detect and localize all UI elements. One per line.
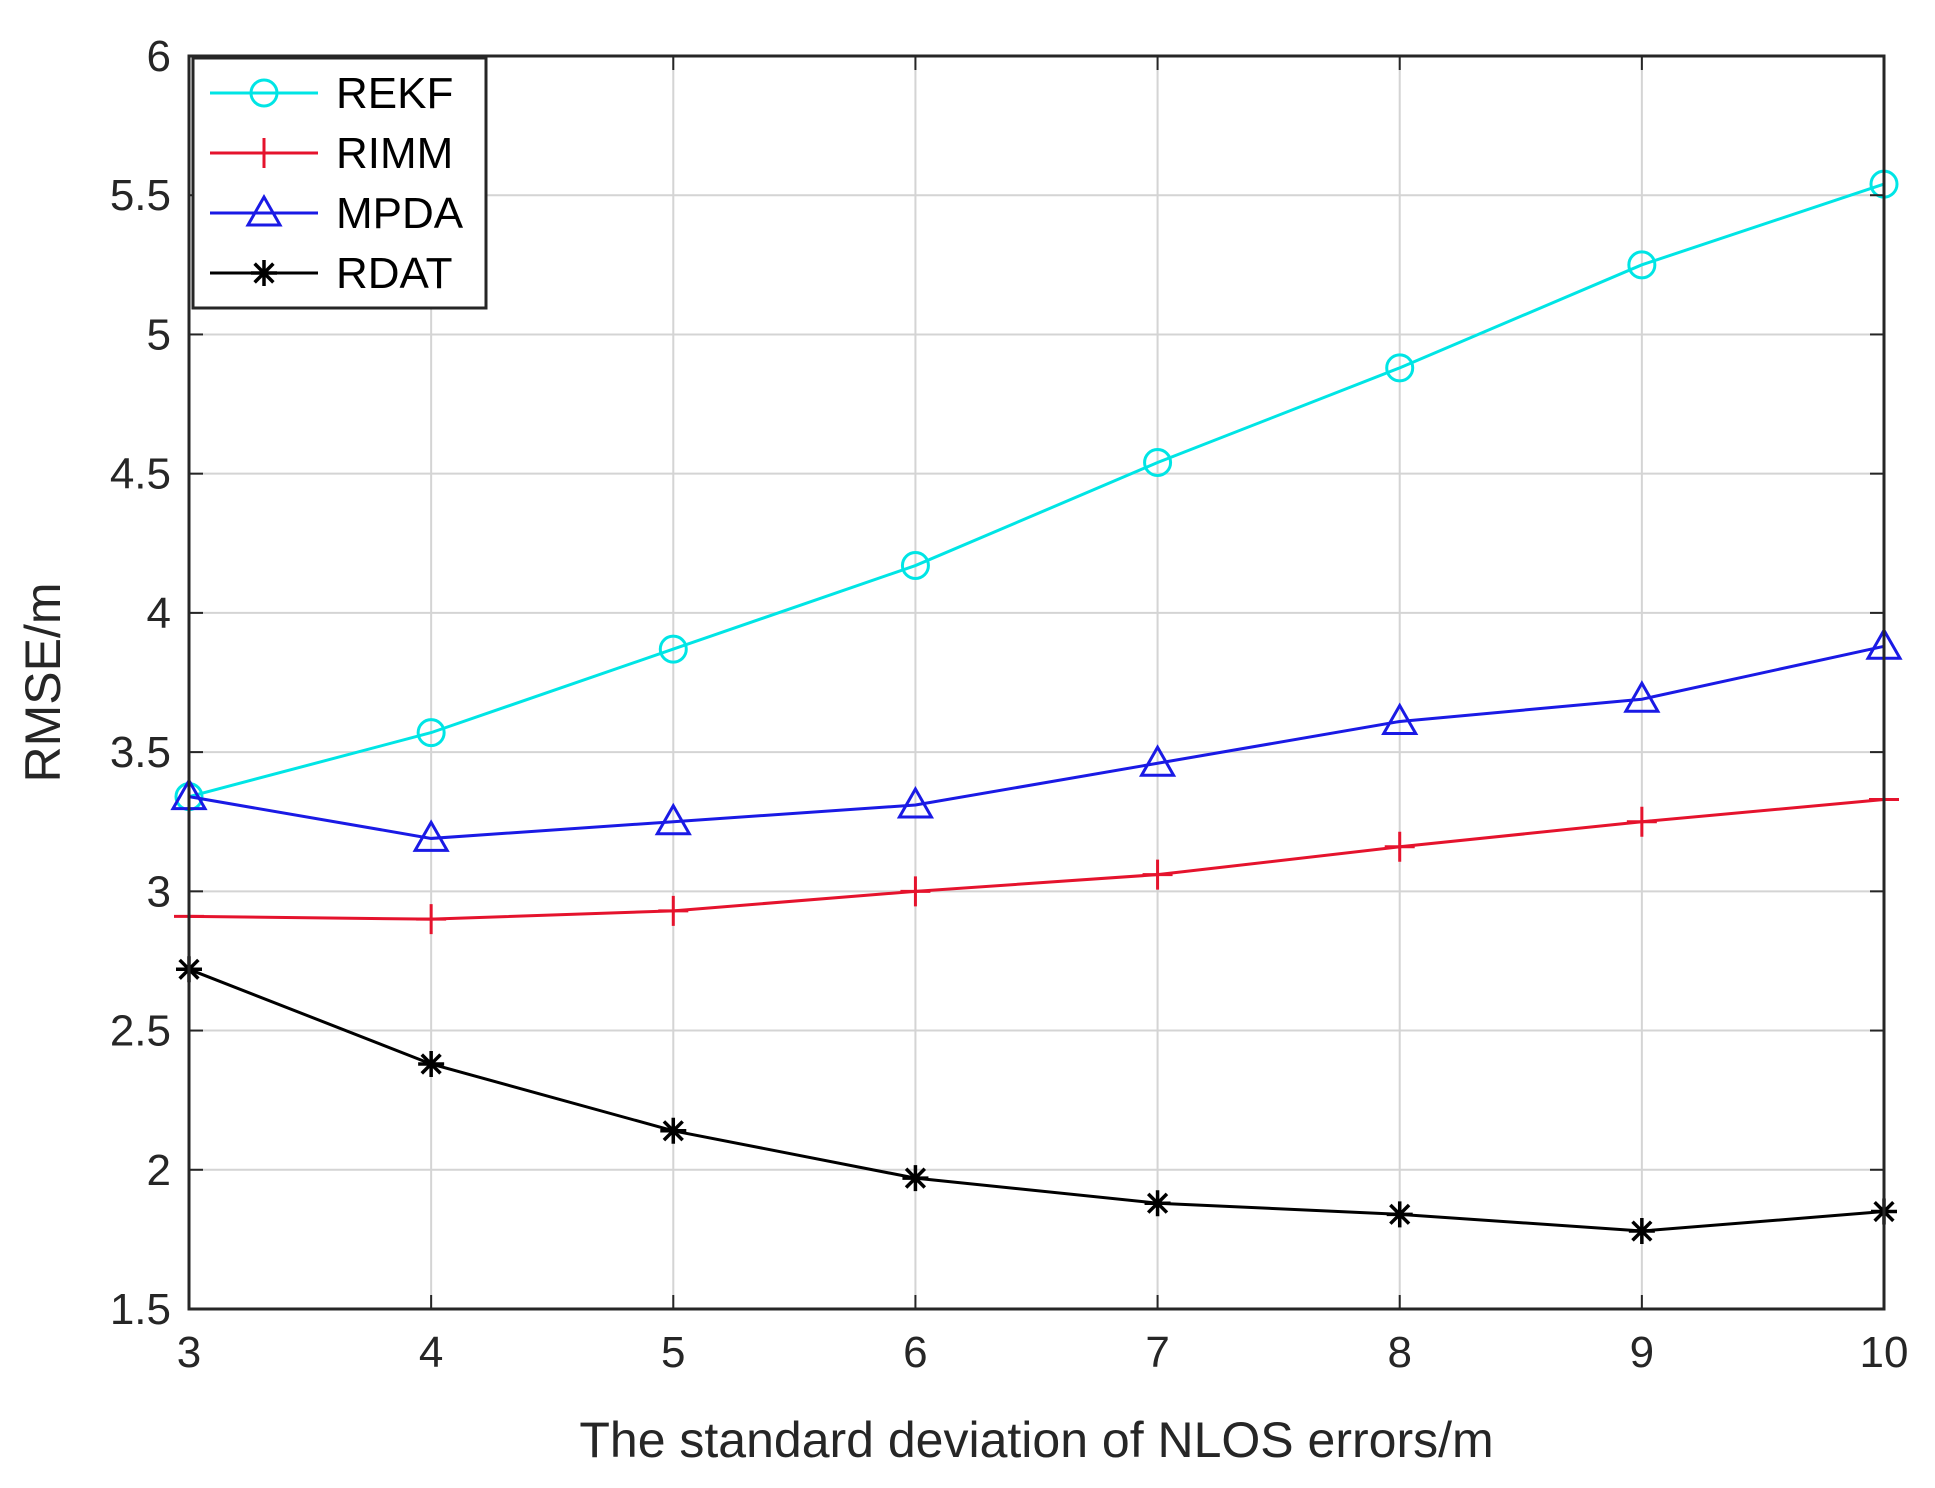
rimm-point [1384, 831, 1415, 862]
y-tick-label: 4.5 [110, 450, 171, 499]
rekf-line [188, 182, 1885, 799]
rekf-point [900, 551, 930, 581]
legend: REKF RIMM MPDA RDAT [191, 56, 488, 310]
legend-item-rimm: RIMM [210, 129, 453, 178]
x-tick-label: 10 [1860, 1328, 1909, 1377]
y-tick-label: 3.5 [110, 728, 171, 777]
legend-marker-rimm [249, 138, 279, 168]
mpda-point [412, 819, 450, 852]
legend-item-mpda: MPDA [210, 189, 464, 238]
rdat-point [660, 1117, 687, 1144]
x-tick-label: 5 [661, 1328, 685, 1377]
rimm-point [1626, 806, 1657, 837]
mpda-point [1381, 702, 1419, 735]
mpda-point [654, 802, 692, 836]
y-tick-label: 2.5 [110, 1007, 171, 1056]
rekf-point [658, 634, 688, 664]
legend-label-rdat: RDAT [336, 249, 453, 298]
legend-marker-rdat [251, 260, 277, 286]
y-tick-label: 6 [147, 32, 171, 81]
x-tick-label: 6 [903, 1328, 927, 1377]
legend-box [191, 56, 488, 310]
x-tick-label: 8 [1387, 1328, 1411, 1377]
series-rekf [174, 169, 1899, 812]
grid [189, 56, 1884, 1309]
legend-item-rekf: REKF [210, 69, 453, 118]
y-tick-label: 4 [147, 589, 171, 638]
rekf-point [1385, 353, 1415, 383]
x-axis-title: The standard deviation of NLOS errors/m [579, 1412, 1493, 1468]
y-tick-label: 3 [147, 867, 171, 916]
mpda-point [1138, 744, 1177, 777]
y-axis-title: RMSE/m [15, 583, 71, 783]
series-layer [170, 169, 1903, 1245]
y-tick-label: 5.5 [110, 171, 171, 220]
y-tick-label: 2 [147, 1146, 171, 1195]
legend-marker-rekf [249, 78, 279, 108]
x-tick-label: 7 [1145, 1328, 1169, 1377]
x-tick-label: 4 [419, 1328, 443, 1377]
legend-label-rimm: RIMM [336, 129, 453, 178]
rimm-line [188, 797, 1885, 921]
x-tick-label: 9 [1630, 1328, 1654, 1377]
legend-label-rekf: REKF [336, 69, 453, 118]
legend-marker-mpda [245, 193, 283, 227]
rdat-point [1144, 1190, 1171, 1217]
rdat-point [1386, 1201, 1413, 1228]
y-tick-label: 5 [147, 310, 171, 359]
rimm-point [1142, 859, 1173, 890]
plot-frame [187, 54, 1886, 1311]
series-mpda [170, 627, 1903, 852]
rimm-point [900, 876, 931, 907]
x-tick-label: 3 [177, 1328, 201, 1377]
y-tick-label: 1.5 [110, 1285, 171, 1334]
rdat-point [902, 1165, 929, 1192]
rdat-point [418, 1050, 445, 1077]
mpda-point [1623, 680, 1661, 713]
legend-label-mpda: MPDA [336, 189, 464, 238]
mpda-point [896, 785, 935, 819]
rimm-point [416, 904, 447, 935]
rimm-point [658, 895, 689, 926]
rdat-line [188, 967, 1885, 1233]
rekf-point [1627, 250, 1657, 280]
legend-item-rdat: RDAT [210, 249, 453, 298]
rekf-point [416, 718, 446, 748]
mpda-line [188, 644, 1885, 840]
rekf-point [1143, 448, 1173, 478]
rdat-point [1628, 1218, 1655, 1245]
